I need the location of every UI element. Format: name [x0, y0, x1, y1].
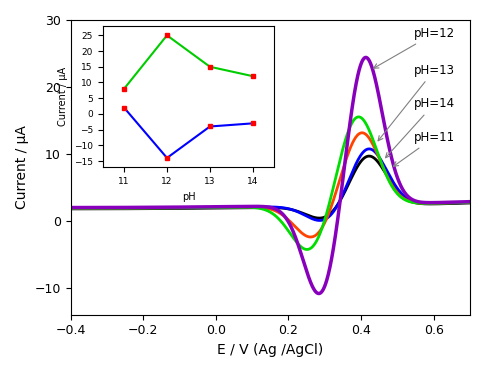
X-axis label: E / V (Ag /AgCl): E / V (Ag /AgCl): [217, 343, 323, 357]
Y-axis label: Current / μA: Current / μA: [15, 125, 29, 209]
Text: pH=13: pH=13: [378, 64, 454, 141]
Text: pH=14: pH=14: [385, 97, 454, 158]
Text: pH=12: pH=12: [373, 27, 454, 68]
Text: pH=11: pH=11: [393, 131, 454, 166]
